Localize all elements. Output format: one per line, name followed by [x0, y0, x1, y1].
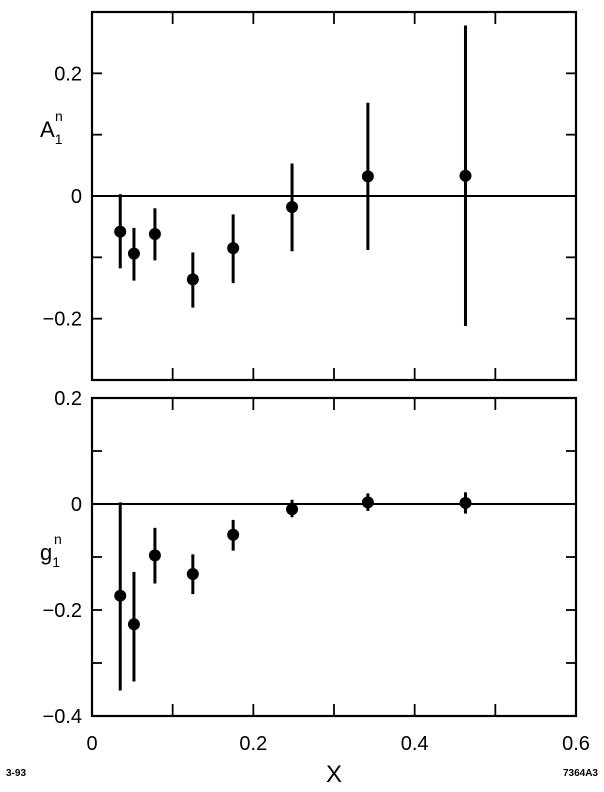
data-point — [459, 169, 472, 182]
ytick-label: 0 — [71, 186, 82, 208]
data-point — [148, 549, 161, 562]
x-axis-label: X — [326, 761, 342, 788]
bottom-data-points — [114, 492, 472, 691]
ytick-label: −0.4 — [43, 706, 82, 728]
top-ticks — [92, 12, 576, 380]
ytick-label: 0 — [71, 494, 82, 516]
bottom-ylabel-sub: 1 — [52, 554, 60, 570]
data-point — [127, 247, 140, 260]
data-point — [361, 496, 374, 509]
xtick-label: 0 — [86, 733, 97, 755]
top-ylabel-sup: n — [55, 108, 63, 124]
figure-date-note: 3-93 — [6, 768, 26, 779]
data-point — [227, 528, 240, 541]
xtick-label: 0.4 — [401, 733, 429, 755]
panel-g1n: −0.4 −0.2 0 0.2 0 0.2 0.4 0.6 g1 n X — [40, 388, 590, 788]
xtick-label: 0.6 — [562, 733, 590, 755]
bottom-ticks — [92, 398, 576, 716]
data-point — [227, 242, 240, 255]
data-point — [459, 496, 472, 509]
bottom-ylabel-sup: n — [54, 531, 62, 547]
xtick-label: 0.2 — [239, 733, 267, 755]
top-ylabel-main: A — [40, 117, 55, 142]
data-point — [114, 225, 127, 238]
bottom-plot-frame — [90, 396, 578, 718]
ytick-label: −0.2 — [43, 309, 82, 331]
bottom-ytick-labels: −0.4 −0.2 0 0.2 — [43, 388, 82, 728]
data-point — [127, 618, 140, 631]
data-point — [286, 503, 299, 516]
figure-id-note: 7364A3 — [563, 768, 598, 779]
data-point — [286, 201, 299, 214]
top-ylabel: A1 — [40, 117, 63, 147]
data-point — [186, 273, 199, 286]
bottom-ylabel: g1 — [40, 540, 60, 570]
top-ytick-labels: −0.2 0 0.2 — [43, 63, 82, 330]
data-point — [186, 567, 199, 580]
data-point — [148, 228, 161, 241]
ytick-label: 0.2 — [54, 388, 82, 410]
top-ylabel-sub: 1 — [55, 131, 63, 147]
bottom-xtick-labels: 0 0.2 0.4 0.6 — [86, 733, 589, 755]
top-data-points — [114, 25, 472, 327]
panel-a1n: −0.2 0 0.2 A1 n — [40, 10, 578, 382]
ytick-label: 0.2 — [54, 63, 82, 85]
data-point — [361, 170, 374, 183]
ytick-label: −0.2 — [43, 600, 82, 622]
bottom-ylabel-main: g — [40, 540, 52, 565]
data-point — [114, 589, 127, 602]
